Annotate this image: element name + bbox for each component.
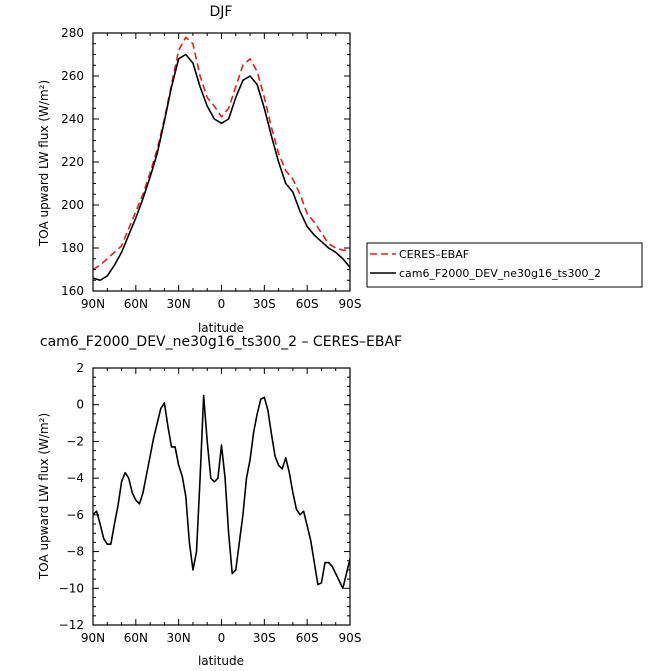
y-tick-label-1-3: −6 — [66, 508, 84, 522]
x-tick-label-0-2: 30N — [167, 297, 191, 311]
y-tick-label-0-2: 200 — [61, 198, 84, 212]
series-line-0-1 — [92, 53, 351, 282]
y-tick-label-0-6: 280 — [61, 26, 84, 40]
x-tick-label-1-1: 60N — [124, 631, 148, 645]
top-x-axis-label: latitude — [198, 321, 244, 335]
top-y-axis-label: TOA upward LW flux (W/m²) — [37, 80, 51, 247]
x-tick-label-0-3: 0 — [218, 297, 226, 311]
bottom-panel: cam6_F2000_DEV_ne30g16_ts300_2 – CERES–E… — [37, 334, 402, 668]
legend-label-cam6: cam6_F2000_DEV_ne30g16_ts300_2 — [399, 267, 601, 280]
legend: CERES–EBAF cam6_F2000_DEV_ne30g16_ts300_… — [366, 242, 643, 288]
series-line-0-0 — [92, 36, 350, 271]
top-plot-area: 90N 60N 30N 0 30S 60S 90S 160 180 200 220 240 260 280 — [61, 26, 361, 311]
x-tick-label-0-5: 60S — [296, 297, 319, 311]
x-tick-label-0-1: 60N — [124, 297, 148, 311]
x-tick-label-0-4: 30S — [253, 297, 276, 311]
bottom-x-axis-label: latitude — [198, 654, 244, 668]
x-tick-label-0-0: 90N — [81, 297, 105, 311]
plot-frame-0 — [92, 32, 351, 292]
x-tick-label-1-0: 90N — [81, 631, 105, 645]
y-tick-label-1-5: −2 — [66, 434, 84, 448]
legend-box — [366, 242, 643, 288]
legend-label-ceres-ebaf: CERES–EBAF — [399, 248, 469, 261]
x-tick-label-1-4: 30S — [253, 631, 276, 645]
bottom-chart-title: cam6_F2000_DEV_ne30g16_ts300_2 – CERES–E… — [40, 334, 402, 350]
y-tick-label-0-5: 260 — [61, 69, 84, 83]
y-tick-label-1-7: 2 — [76, 361, 84, 375]
bottom-plot-area: 90N 60N 30N 0 30S 60S 90S −12 −10 −8 −6 −4 −2 0 2 — [59, 361, 362, 645]
x-tick-label-0-6: 90S — [339, 297, 362, 311]
top-chart-title: DJF — [210, 4, 233, 20]
bottom-y-axis-label: TOA upward LW flux (W/m²) — [37, 413, 51, 580]
y-tick-label-0-1: 180 — [61, 241, 84, 255]
top-panel: DJF 90N 60N 30N 0 30S 60S 90S 160 180 200 220 240 26… — [37, 4, 361, 335]
y-tick-label-1-0: −12 — [59, 618, 84, 632]
y-tick-label-0-4: 240 — [61, 112, 84, 126]
y-tick-label-1-2: −8 — [66, 545, 84, 559]
plot-frame-1 — [92, 367, 351, 626]
y-tick-label-1-6: 0 — [76, 398, 84, 412]
x-tick-label-1-5: 60S — [296, 631, 319, 645]
y-tick-label-0-0: 160 — [61, 284, 84, 298]
x-tick-label-1-3: 0 — [218, 631, 226, 645]
x-tick-label-1-2: 30N — [167, 631, 191, 645]
y-tick-label-1-1: −10 — [59, 581, 84, 595]
series-line-1-0 — [92, 394, 351, 590]
y-tick-label-1-4: −4 — [66, 471, 84, 485]
x-tick-label-1-6: 90S — [339, 631, 362, 645]
y-tick-label-0-3: 220 — [61, 155, 84, 169]
